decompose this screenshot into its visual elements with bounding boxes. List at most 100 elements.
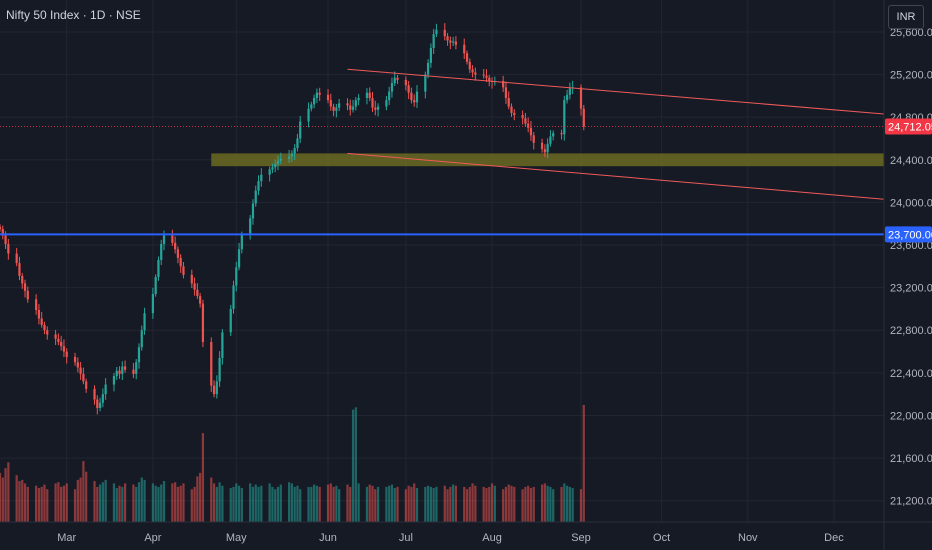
candle-body	[279, 158, 282, 161]
volume-bar	[162, 481, 166, 522]
candle-body	[424, 74, 427, 92]
candle-body	[15, 253, 18, 264]
candle-body	[415, 91, 419, 103]
volume-bar	[232, 486, 235, 522]
volume-bar	[276, 486, 280, 522]
volume-bar	[98, 484, 102, 522]
volume-bar	[349, 486, 352, 522]
candlesticks	[0, 23, 585, 415]
volume-bar	[529, 488, 533, 522]
volume-bar	[18, 481, 21, 522]
volume-bar	[176, 486, 180, 522]
candle-body	[385, 100, 388, 107]
volume-bar	[104, 479, 107, 522]
volume-bar	[235, 483, 238, 522]
y-tick-label: 24,000.00	[890, 197, 932, 209]
candle-body	[46, 330, 49, 335]
candle-body	[329, 100, 332, 107]
trendline	[347, 68, 885, 115]
y-tick-label: 21,200.00	[890, 496, 932, 508]
candle-body	[388, 91, 391, 101]
price-axis[interactable]: 25,600.0025,200.0024,800.0024,400.0024,0…	[883, 0, 932, 550]
volume-bar	[490, 483, 494, 522]
candle-body	[35, 299, 38, 311]
y-tick-label: 25,200.00	[890, 70, 932, 82]
volume-bar	[376, 486, 380, 522]
candle-body	[310, 104, 313, 109]
candle-body	[393, 77, 396, 84]
candle-body	[290, 153, 293, 157]
y-tick-label: 22,800.00	[890, 325, 932, 337]
candle-body	[293, 148, 296, 154]
candle-body	[287, 156, 291, 159]
candle-body	[237, 249, 241, 268]
volume-bar	[443, 485, 446, 522]
y-tick-label: 23,200.00	[890, 283, 932, 295]
candle-body	[193, 283, 196, 290]
candle-body	[21, 275, 24, 284]
volume-bar	[582, 405, 585, 522]
volume-bar	[307, 486, 310, 522]
volume-bar	[212, 483, 216, 522]
volume-bar	[329, 483, 332, 522]
candle-body	[546, 143, 549, 153]
y-tick-label: 24,400.00	[890, 155, 932, 167]
candle-body	[249, 218, 252, 235]
candle-body	[449, 40, 452, 43]
volume-bar	[454, 485, 458, 522]
candle-body	[251, 203, 255, 219]
candle-body	[176, 249, 180, 258]
volume-bar	[552, 489, 555, 522]
volume-bar	[123, 483, 127, 522]
candle-body	[210, 341, 213, 386]
volume-bar	[524, 486, 527, 522]
candle-body	[112, 376, 116, 385]
volume-bar	[37, 488, 41, 522]
candle-body	[4, 235, 7, 244]
volume-bar	[290, 483, 293, 522]
volume-bar	[257, 486, 260, 522]
drawn-lines[interactable]	[0, 68, 885, 236]
volume-bar	[4, 468, 7, 522]
volume-bar	[493, 485, 496, 522]
volume-bar	[154, 485, 157, 522]
candle-body	[199, 296, 202, 304]
candle-body	[221, 332, 224, 358]
volume-bar	[504, 486, 508, 522]
candle-body	[357, 98, 360, 101]
candle-body	[212, 385, 216, 395]
volume-bar	[237, 485, 241, 522]
volume-bar	[210, 477, 213, 522]
volume-bar	[482, 486, 485, 522]
volume-bar	[313, 484, 316, 522]
candle-body	[507, 98, 510, 107]
candle-body	[413, 100, 416, 103]
volume-bar	[62, 485, 66, 522]
volume-bar	[21, 479, 24, 522]
volume-bar	[368, 484, 371, 522]
volume-bar	[563, 483, 566, 522]
candle-body	[568, 88, 571, 95]
volume-bar	[488, 486, 491, 522]
candle-body	[190, 274, 193, 284]
volume-bar	[568, 486, 571, 522]
volume-bar	[57, 482, 60, 522]
volume-bar	[565, 485, 569, 522]
candle-body	[524, 118, 527, 124]
x-tick-label: Sep	[571, 532, 591, 544]
currency-button[interactable]: INR	[888, 5, 924, 29]
candle-body	[407, 85, 410, 93]
candle-body	[201, 303, 205, 342]
candle-body	[276, 160, 280, 165]
volume-bar	[532, 486, 535, 522]
candle-body	[60, 341, 63, 347]
candle-body	[137, 347, 141, 363]
candle-body	[338, 103, 341, 108]
candle-body	[351, 106, 355, 110]
volume-bar	[335, 485, 338, 522]
candle-body	[254, 190, 257, 204]
time-axis[interactable]: Mar Apr May Jun Jul Aug Sep Oct Nov Dec	[0, 521, 932, 544]
volume-bar	[388, 485, 391, 522]
volume-bar	[357, 483, 360, 522]
